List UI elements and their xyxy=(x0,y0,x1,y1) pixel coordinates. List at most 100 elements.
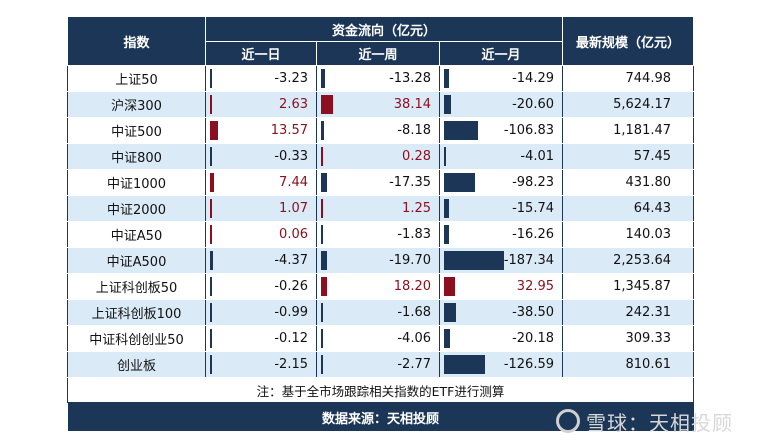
index-name: 中证A500 xyxy=(67,247,206,274)
data-source: 数据来源：天相投顾 xyxy=(67,402,694,431)
flow-bar xyxy=(321,277,327,296)
flow-value: -4.01 xyxy=(520,149,555,164)
table-row: 中证2000 1.07 1.25 -15.74 64.43 xyxy=(67,195,695,222)
fund-size: 140.03 xyxy=(562,221,695,248)
flow-cell-week: 38.14 xyxy=(316,91,440,118)
flow-value: -19.70 xyxy=(389,253,431,268)
flow-bar xyxy=(210,199,212,218)
flow-value: -13.28 xyxy=(389,71,431,86)
flow-bar xyxy=(444,69,449,88)
flow-bar xyxy=(444,303,457,322)
fund-size: 2,253.64 xyxy=(562,247,695,274)
flow-cell-day: 2.63 xyxy=(205,91,317,118)
index-name: 中证A50 xyxy=(67,221,206,248)
index-name: 中证800 xyxy=(67,143,206,170)
period-header-week: 近一周 xyxy=(316,41,440,66)
flow-value: -0.26 xyxy=(274,279,308,294)
flow-value: -38.50 xyxy=(512,305,555,320)
flow-cell-month: -126.59 xyxy=(438,351,564,378)
table-row: 上证科创板100 -0.99 -1.68 -38.50 242.31 xyxy=(67,299,695,326)
flow-bar xyxy=(210,251,213,270)
watermark: 雪球：天相投顾 xyxy=(556,405,733,437)
index-name: 上证科创板50 xyxy=(67,273,206,300)
snowball-logo-icon xyxy=(556,409,580,433)
size-column-header: 最新规模（亿元） xyxy=(562,16,695,66)
flow-value: 0.06 xyxy=(279,227,308,242)
flow-cell-month: -15.74 xyxy=(438,195,564,222)
flow-value: -17.35 xyxy=(389,175,431,190)
flow-value: 1.07 xyxy=(279,201,308,216)
header-row-1: 指数 资金流向（亿元） 最新规模（亿元） xyxy=(67,16,695,66)
flow-value: -98.23 xyxy=(512,175,555,190)
fund-size: 5,624.17 xyxy=(562,91,695,118)
flow-cell-day: 7.44 xyxy=(205,169,317,196)
watermark-text: 雪球：天相投顾 xyxy=(586,410,733,435)
flow-value: -20.60 xyxy=(512,97,555,112)
table-row: 上证科创板50 -0.26 18.20 32.95 1,345.87 xyxy=(67,273,695,300)
flow-cell-day: -0.99 xyxy=(205,299,317,326)
flow-bar xyxy=(210,95,212,114)
flow-value: -187.34 xyxy=(503,253,555,268)
fund-size: 242.31 xyxy=(562,299,695,326)
flow-value: -8.18 xyxy=(397,123,431,138)
flow-bar xyxy=(444,147,446,166)
fund-size: 744.98 xyxy=(562,65,695,92)
fund-flow-table: 指数 资金流向（亿元） 最新规模（亿元） 近一日 近一周 近一月 上证50 -3.… xyxy=(66,16,695,431)
flow-bar xyxy=(210,277,212,296)
flow-cell-month: -106.83 xyxy=(438,117,564,144)
flow-cell-month: -98.23 xyxy=(438,169,564,196)
flow-value: 1.25 xyxy=(402,201,431,216)
flow-bar xyxy=(444,355,485,374)
flow-value: -2.77 xyxy=(397,357,431,372)
flow-cell-day: -3.23 xyxy=(205,65,317,92)
fund-size: 309.33 xyxy=(562,325,695,352)
flow-cell-day: -0.12 xyxy=(205,325,317,352)
flow-value: -14.29 xyxy=(512,71,555,86)
fund-size: 64.43 xyxy=(562,195,695,222)
index-name: 上证科创板100 xyxy=(67,299,206,326)
flow-bar xyxy=(321,95,334,114)
flow-bar xyxy=(321,329,323,348)
fund-size: 810.61 xyxy=(562,351,695,378)
flow-bar xyxy=(210,173,215,192)
flow-cell-week: -8.18 xyxy=(316,117,440,144)
index-name: 上证50 xyxy=(67,65,206,92)
flow-cell-day: -2.15 xyxy=(205,351,317,378)
flow-cell-week: -1.68 xyxy=(316,299,440,326)
table-row: 中证800 -0.33 0.28 -4.01 57.45 xyxy=(67,143,695,170)
flow-cell-month: -20.18 xyxy=(438,325,564,352)
flow-bar xyxy=(321,173,327,192)
flow-cell-day: 0.06 xyxy=(205,221,317,248)
flow-cell-month: 32.95 xyxy=(438,273,564,300)
index-name: 沪深300 xyxy=(67,91,206,118)
flow-cell-month: -14.29 xyxy=(438,65,564,92)
flow-bar xyxy=(444,95,451,114)
table-row: 创业板 -2.15 -2.77 -126.59 810.61 xyxy=(67,351,695,378)
index-name: 创业板 xyxy=(67,351,206,378)
flow-value: -16.26 xyxy=(512,227,555,242)
flow-cell-day: 13.57 xyxy=(205,117,317,144)
flow-bar xyxy=(210,355,212,374)
flow-value: -4.06 xyxy=(397,331,431,346)
flow-cell-month: -187.34 xyxy=(438,247,564,274)
flow-bar xyxy=(210,303,212,322)
index-column-header: 指数 xyxy=(67,16,206,66)
flow-cell-month: -16.26 xyxy=(438,221,564,248)
table-row: 上证50 -3.23 -13.28 -14.29 744.98 xyxy=(67,65,695,92)
flow-group-header: 资金流向（亿元） xyxy=(204,16,564,42)
flow-value: -4.37 xyxy=(274,253,308,268)
flow-cell-week: -17.35 xyxy=(316,169,440,196)
flow-bar xyxy=(210,147,212,166)
flow-value: -106.83 xyxy=(503,123,555,138)
header-row-2: 近一日 近一周 近一月 xyxy=(68,41,694,66)
flow-bar xyxy=(321,355,323,374)
flow-bar xyxy=(444,173,476,192)
flow-cell-day: -0.33 xyxy=(205,143,317,170)
flow-value: -1.68 xyxy=(397,305,431,320)
flow-cell-week: 18.20 xyxy=(316,273,440,300)
fund-size: 57.45 xyxy=(562,143,695,170)
flow-value: -0.33 xyxy=(274,149,308,164)
flow-value: -0.99 xyxy=(274,305,308,320)
flow-value: -2.15 xyxy=(274,357,308,372)
flow-bar xyxy=(321,147,323,166)
